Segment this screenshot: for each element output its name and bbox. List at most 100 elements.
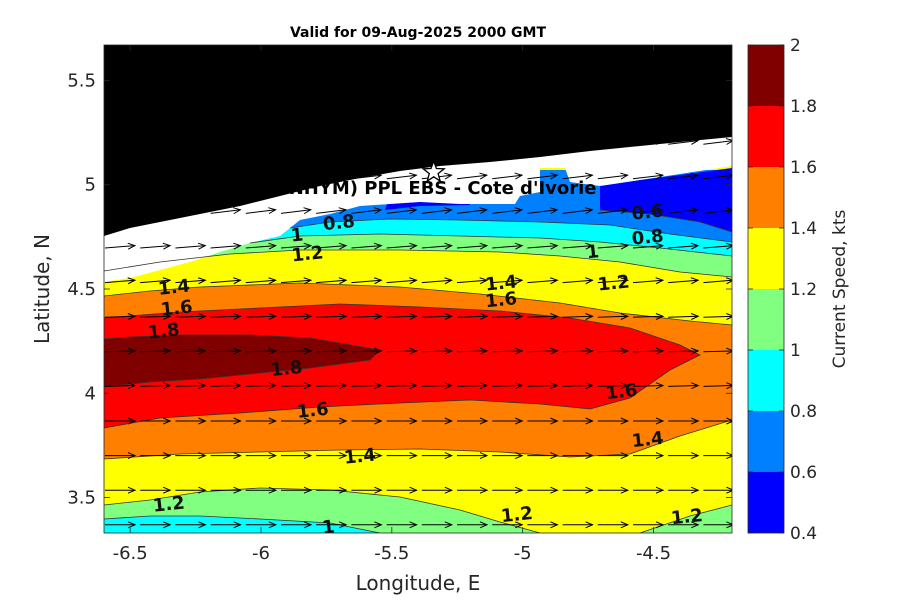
current-arrow xyxy=(527,172,559,180)
contour-label: 1.4 xyxy=(631,428,665,452)
current-arrow xyxy=(668,137,700,145)
current-arrow xyxy=(210,417,242,425)
current-arrow xyxy=(421,137,453,145)
current-arrow xyxy=(668,207,700,215)
current-arrow xyxy=(527,521,559,529)
current-arrow xyxy=(456,172,489,180)
current-arrow xyxy=(527,207,559,215)
current-arrow xyxy=(316,347,348,355)
current-arrow xyxy=(597,103,629,111)
colorbar-band xyxy=(748,228,784,289)
current-arrow xyxy=(527,452,559,460)
x-tick-label: -5 xyxy=(514,543,532,564)
current-arrow xyxy=(527,242,559,250)
current-arrow xyxy=(386,521,418,529)
current-arrow xyxy=(632,347,665,355)
colorbar-tick-label: 1 xyxy=(790,341,801,361)
colorbar-label: Current Speed, kts xyxy=(830,210,850,369)
current-arrow xyxy=(245,137,277,145)
current-arrow xyxy=(351,277,383,285)
speed-bands xyxy=(104,45,732,533)
x-tick-label: -6.5 xyxy=(113,543,148,564)
current-arrow xyxy=(668,68,700,76)
current-arrow xyxy=(210,172,242,180)
contour-label: 1.6 xyxy=(160,296,194,320)
current-arrow xyxy=(703,172,732,180)
current-vectors xyxy=(104,68,732,529)
current-arrow xyxy=(351,452,383,460)
current-arrow xyxy=(316,137,348,145)
current-arrow xyxy=(351,382,383,390)
band-maroon xyxy=(104,335,380,387)
current-arrow xyxy=(210,242,242,250)
current-arrow xyxy=(456,313,489,320)
site-marker xyxy=(421,159,446,183)
current-arrow xyxy=(175,452,207,460)
current-arrow xyxy=(140,486,172,494)
current-arrow xyxy=(386,382,418,390)
current-arrow xyxy=(421,68,453,76)
current-arrow xyxy=(562,521,594,529)
colorbar-band xyxy=(748,45,784,106)
current-arrow xyxy=(668,172,700,180)
current-arrow xyxy=(175,242,207,250)
current-arrow xyxy=(386,242,418,250)
current-arrow xyxy=(104,207,137,215)
current-arrow xyxy=(140,103,172,111)
current-arrow xyxy=(175,521,207,529)
current-arrow xyxy=(386,313,418,320)
current-arrow xyxy=(562,207,594,215)
current-arrow xyxy=(457,452,489,460)
current-arrow xyxy=(492,313,524,320)
current-arrow xyxy=(175,172,207,180)
current-arrow xyxy=(668,452,700,460)
current-arrow xyxy=(597,172,629,180)
current-arrow xyxy=(175,382,207,390)
current-arrow xyxy=(316,452,348,460)
current-arrow xyxy=(632,172,665,180)
current-arrow xyxy=(562,242,594,250)
current-arrow xyxy=(386,417,418,425)
current-arrow xyxy=(280,313,313,320)
star-icon xyxy=(421,159,446,183)
current-arrow xyxy=(703,486,732,494)
colorbar-tick-label: 0.6 xyxy=(790,463,817,483)
current-arrow xyxy=(632,313,665,320)
current-arrow xyxy=(527,68,559,76)
current-arrow xyxy=(316,277,348,285)
colorbar-tick-label: 0.8 xyxy=(790,402,817,422)
current-arrow xyxy=(175,103,207,111)
current-arrow xyxy=(351,103,383,111)
current-arrow xyxy=(562,452,594,460)
current-arrow xyxy=(210,313,242,320)
current-arrow xyxy=(140,137,172,145)
x-axis-ticks: -6.5 -6 -5.5 -5 -4.5 xyxy=(113,45,671,564)
current-arrow xyxy=(280,68,313,76)
current-arrow xyxy=(421,207,453,215)
current-arrow xyxy=(421,242,453,250)
current-arrow xyxy=(703,382,732,390)
current-arrow xyxy=(140,521,172,529)
contour-label: 1.6 xyxy=(484,288,518,312)
current-arrow xyxy=(175,277,207,285)
chart-title: Valid for 09-Aug-2025 2000 GMT xyxy=(290,25,547,41)
current-arrow xyxy=(456,382,489,390)
current-arrow xyxy=(632,277,665,285)
current-arrow xyxy=(280,347,313,355)
current-arrow xyxy=(492,242,524,250)
current-arrow xyxy=(562,417,594,425)
colorbar-band xyxy=(748,106,784,167)
current-arrow xyxy=(632,207,665,215)
current-arrow xyxy=(386,137,418,145)
current-arrow xyxy=(633,417,665,425)
current-arrow xyxy=(456,103,489,111)
current-arrow xyxy=(562,382,594,390)
contour-label: 1.8 xyxy=(270,357,304,381)
colorbar-ticks: 0.4 0.6 0.8 1 1.2 1.4 1.6 1.8 2 xyxy=(748,36,817,544)
current-arrow xyxy=(597,313,630,320)
current-arrow xyxy=(140,207,172,215)
current-arrow xyxy=(351,417,383,425)
current-arrow xyxy=(245,172,277,180)
current-arrow xyxy=(140,242,172,250)
current-arrow xyxy=(210,452,242,460)
